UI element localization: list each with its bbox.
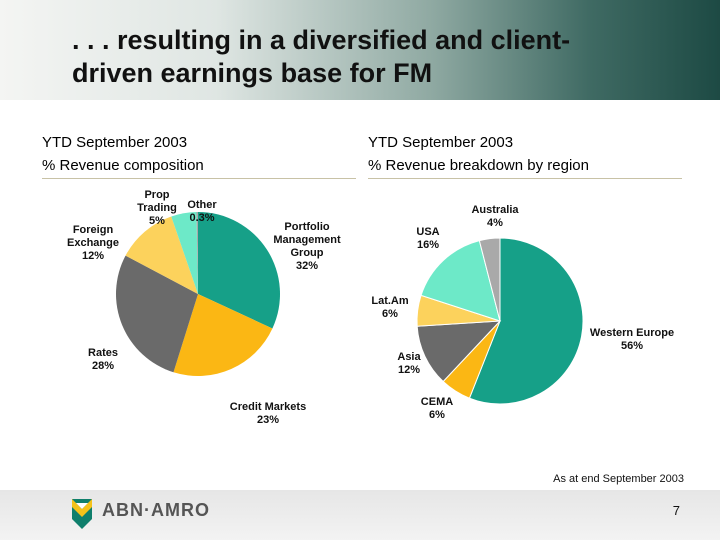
page-number: 7 — [672, 503, 680, 518]
pie-chart-revenue-composition: Portfolio Management Group 32% Credit Market… — [67, 189, 341, 426]
pie-slice-region-australia — [478, 237, 501, 322]
pie-label-composition-rates: Rates 28% — [88, 347, 118, 372]
right-panel-subtitle: % Revenue breakdown by region — [368, 157, 589, 174]
abn-amro-logo-text: ABN·AMRO — [102, 500, 210, 520]
left-panel-rule — [42, 178, 356, 179]
left-panel-period: YTD September 2003 — [42, 134, 188, 151]
slide-title-line-1: . . . resulting in a diversified and cli… — [72, 25, 571, 55]
pie-label-composition-other: Other 0.3% — [187, 199, 217, 224]
pie-slice-region-asia — [416, 320, 502, 383]
pie-slice-composition-credit-markets — [173, 294, 273, 376]
pie-slice-composition-portfolio-management-group — [198, 212, 280, 329]
pie-label-composition-prop-trading: Prop Trading 5% — [137, 189, 177, 227]
pie-slice-composition-rates — [116, 255, 198, 373]
abn-amro-shield-icon — [72, 499, 92, 529]
pie-label-composition-portfolio-management-group: Portfolio Management Group 32% — [273, 221, 341, 272]
left-panel-subtitle: % Revenue composition — [42, 157, 204, 174]
slide-title: . . . resulting in a diversified and cli… — [72, 24, 692, 90]
pie-charts: Portfolio Management Group 32% Credit Market… — [67, 189, 674, 426]
pie-slice-composition-prop-trading — [171, 212, 198, 294]
pie-chart-revenue-by-region: Western Europe 56% CEMA 6%Asia 12% Lat.Am 6% US… — [371, 204, 674, 421]
title-band — [0, 0, 720, 100]
pie-label-composition-foreign-exchange: Foreign Exchange 12% — [67, 224, 119, 262]
pie-slice-region-usa — [420, 240, 501, 322]
pie-label-region-asia: Asia 12% — [397, 351, 421, 376]
right-panel-period: YTD September 2003 — [368, 134, 514, 151]
right-panel-rule — [368, 178, 682, 179]
pie-label-composition-credit-markets: Credit Markets 23% — [230, 401, 306, 426]
pie-label-region-cema: CEMA 6% — [421, 396, 453, 421]
pie-label-region-australia: Australia 4% — [471, 204, 519, 229]
pie-label-region-western-europe: Western Europe 56% — [590, 327, 674, 352]
pie-slice-composition-foreign-exchange — [125, 216, 198, 294]
slide-title-line-2: driven earnings base for FM — [72, 58, 433, 88]
pie-slice-region-western-europe — [468, 237, 584, 405]
footer-bar — [0, 490, 720, 540]
pie-label-region-lat-am: Lat.Am 6% — [371, 295, 409, 320]
as-at-note: As at end September 2003 — [553, 473, 684, 485]
pie-label-region-usa: USA 16% — [416, 226, 439, 251]
pie-slice-composition-other — [196, 211, 198, 294]
